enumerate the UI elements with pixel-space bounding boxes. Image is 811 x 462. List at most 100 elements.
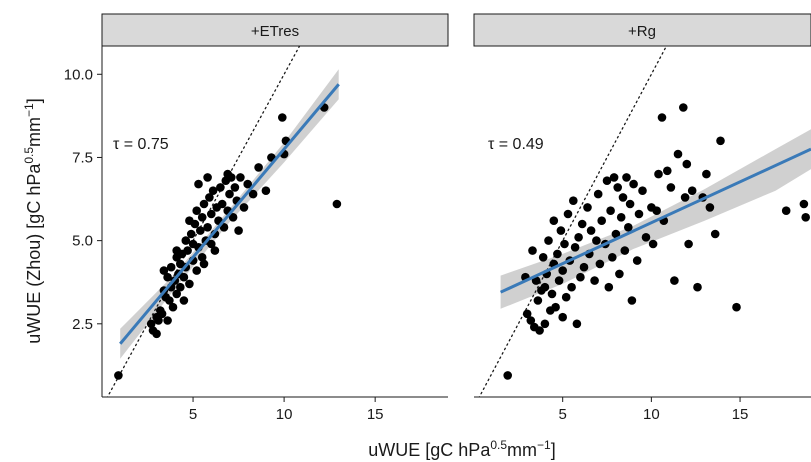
data-point bbox=[192, 206, 201, 215]
data-point bbox=[563, 209, 573, 219]
data-point bbox=[627, 296, 637, 305]
tau-label-etres: τ = 0.75 bbox=[113, 136, 169, 153]
y-tick-label: 5.0 bbox=[72, 233, 93, 250]
data-point bbox=[558, 312, 567, 322]
reference-line-rg bbox=[478, 46, 668, 397]
data-point bbox=[611, 229, 621, 239]
data-point bbox=[208, 186, 218, 195]
data-point bbox=[604, 282, 614, 292]
data-point bbox=[625, 199, 635, 209]
data-point bbox=[576, 272, 585, 282]
data-point bbox=[254, 163, 263, 172]
data-point bbox=[549, 216, 559, 225]
data-point bbox=[684, 239, 693, 249]
data-point bbox=[615, 269, 624, 279]
data-point bbox=[540, 319, 550, 329]
facet-panel-etres: +ETres τ = 0.75 5 10 15 bbox=[101, 13, 449, 423]
fit-line-rg bbox=[499, 147, 811, 294]
data-point bbox=[239, 203, 249, 212]
data-point bbox=[716, 136, 725, 146]
data-point bbox=[540, 282, 550, 292]
data-point bbox=[602, 176, 612, 185]
data-point bbox=[207, 239, 216, 249]
data-point bbox=[618, 193, 628, 202]
data-point bbox=[203, 223, 212, 232]
data-point bbox=[781, 206, 791, 215]
data-point bbox=[199, 199, 209, 209]
data-point bbox=[535, 326, 544, 335]
data-point bbox=[666, 183, 676, 192]
data-point bbox=[693, 282, 702, 292]
confidence-ribbon-rg bbox=[500, 129, 811, 309]
data-point bbox=[528, 246, 537, 255]
facet-label-etres: +ETres bbox=[251, 23, 299, 40]
data-point bbox=[225, 189, 234, 199]
data-point bbox=[196, 226, 205, 235]
data-point bbox=[547, 289, 557, 299]
tau-label-rg: τ = 0.49 bbox=[488, 136, 544, 153]
data-point bbox=[629, 179, 638, 189]
data-point bbox=[554, 276, 564, 285]
data-point bbox=[146, 319, 156, 329]
data-point bbox=[670, 276, 679, 285]
regression-line bbox=[119, 83, 340, 345]
data-point bbox=[217, 199, 227, 209]
data-point bbox=[583, 203, 592, 212]
data-point bbox=[634, 209, 644, 219]
data-point bbox=[163, 316, 172, 325]
data-point bbox=[163, 272, 172, 282]
data-point bbox=[228, 213, 238, 222]
data-point bbox=[207, 209, 216, 219]
data-point bbox=[205, 193, 214, 202]
data-point bbox=[590, 276, 599, 285]
y-tick-label: 7.5 bbox=[72, 149, 93, 166]
data-point bbox=[159, 266, 169, 275]
data-point bbox=[197, 213, 207, 222]
data-point bbox=[561, 292, 571, 302]
x-tick-label: 15 bbox=[367, 406, 384, 423]
reference-line-etres bbox=[106, 46, 301, 397]
data-point bbox=[638, 186, 647, 195]
data-point bbox=[236, 173, 245, 182]
data-point bbox=[654, 169, 663, 179]
data-point bbox=[641, 233, 651, 242]
data-point bbox=[702, 169, 711, 179]
data-point bbox=[558, 266, 567, 275]
regression-line bbox=[499, 147, 811, 294]
x-ticks-rg: 5 10 15 bbox=[559, 397, 749, 423]
data-point bbox=[157, 309, 167, 319]
data-point bbox=[577, 219, 587, 229]
y-tick-label: 2.5 bbox=[72, 316, 93, 333]
confidence-band bbox=[500, 129, 811, 309]
data-point bbox=[799, 199, 809, 209]
data-point bbox=[551, 302, 560, 312]
x-tick-label: 5 bbox=[189, 406, 197, 423]
data-point bbox=[154, 316, 163, 325]
fit-line-etres bbox=[119, 83, 340, 345]
data-point bbox=[197, 252, 207, 262]
data-point bbox=[179, 272, 189, 282]
data-point bbox=[710, 229, 720, 239]
data-point bbox=[203, 173, 212, 182]
facet-strip-etres bbox=[101, 13, 449, 47]
data-point bbox=[622, 173, 631, 182]
facet-label-rg: +Rg bbox=[628, 23, 656, 40]
data-point bbox=[687, 186, 697, 195]
data-point bbox=[183, 246, 192, 255]
data-point bbox=[673, 149, 683, 159]
x-ticks-etres: 5 10 15 bbox=[189, 397, 384, 423]
data-point bbox=[503, 371, 512, 380]
data-point bbox=[613, 183, 622, 192]
data-point bbox=[560, 239, 569, 249]
data-point bbox=[243, 179, 252, 189]
data-point bbox=[648, 239, 658, 249]
data-point bbox=[332, 199, 342, 209]
data-point bbox=[624, 223, 633, 232]
x-tick-label: 15 bbox=[732, 406, 749, 423]
data-point bbox=[248, 189, 258, 199]
data-point bbox=[186, 229, 196, 239]
data-point bbox=[592, 236, 601, 245]
data-point bbox=[705, 203, 715, 212]
data-point bbox=[732, 302, 741, 312]
